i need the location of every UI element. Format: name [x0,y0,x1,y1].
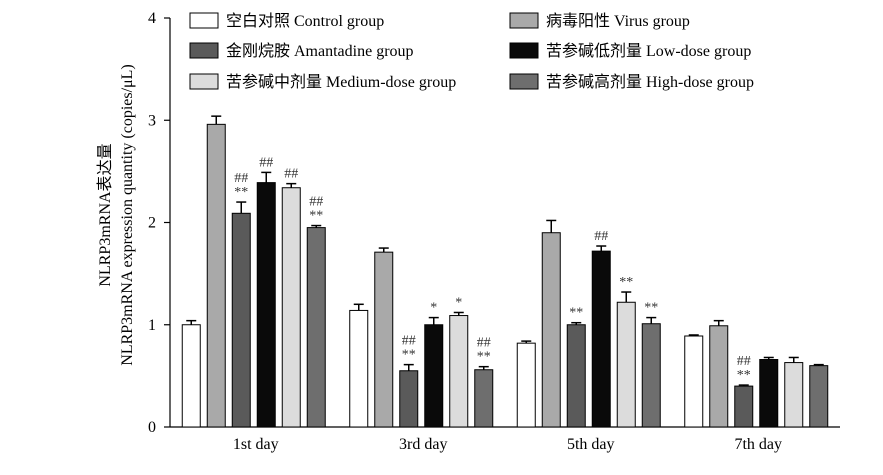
significance-marker: ** [477,350,491,365]
y-tick-label: 3 [148,112,156,129]
bar [684,335,704,428]
significance-marker: ## [284,167,298,182]
bar [759,359,779,428]
bar [474,369,494,428]
significance-marker: * [430,301,437,316]
x-tick-label: 5th day [567,436,615,453]
bar [256,182,276,428]
legend-swatch [509,42,539,59]
legend-swatch [509,73,539,90]
y-tick-label: 0 [148,419,156,436]
legend-label: 病毒阳性 Virus group [546,12,690,30]
significance-marker: ** [737,368,751,383]
x-tick-label: 7th day [734,436,782,453]
bar [566,324,586,428]
x-tick-label: 1st day [233,436,279,453]
x-tick-label: 3rd day [399,436,447,453]
bar [449,315,469,428]
legend-label: 苦参碱高剂量 High-dose group [546,73,754,91]
y-axis-title: NLRP3mRNA表达量 NLRP3mRNA expression quanti… [96,64,136,365]
bar [784,362,804,428]
legend-label: 苦参碱中剂量 Medium-dose group [226,73,456,91]
significance-marker: ** [619,275,633,290]
legend-swatch [189,73,219,90]
bar [616,301,636,428]
significance-marker: ** [569,306,583,321]
bar [591,250,611,428]
significance-marker: ## [402,334,416,349]
bar [306,227,326,428]
legend-swatch [509,12,539,29]
significance-marker: ## [259,155,273,170]
y-axis-title-en: NLRP3mRNA expression quantity (copies/μL… [119,64,136,365]
bar [516,342,536,428]
significance-marker: ** [644,301,658,316]
bar [349,309,369,428]
significance-marker: ** [234,185,248,200]
significance-marker: ** [402,348,416,363]
significance-marker: ** [309,209,323,224]
y-tick-label: 4 [148,10,156,27]
axes: 0 1 2 3 4 [148,10,840,436]
significance-marker: ## [234,171,248,186]
legend: 空白对照 Control group 病毒阳性 Virus group 金刚烷胺 A… [189,12,754,91]
legend-swatch [189,42,219,59]
legend-label: 空白对照 Control group [226,12,384,30]
legend-label: 金刚烷胺 Amantadine group [226,42,414,60]
bar [206,123,226,428]
bar [181,324,201,428]
bar [641,323,661,428]
bar [399,370,419,428]
bar [541,232,561,428]
bar [809,365,829,428]
significance-marker: ## [737,354,751,369]
significance-marker: * [455,295,462,310]
y-axis-title-cn: NLRP3mRNA表达量 [96,143,114,286]
bars: 1st day**######**##3rd day**##* ***##5th … [181,115,829,453]
bar [734,385,754,428]
significance-marker: ## [309,195,323,210]
significance-marker: ## [594,229,608,244]
significance-marker: ## [477,336,491,351]
bar [281,187,301,428]
y-tick-label: 1 [148,317,156,334]
bar [231,212,251,428]
legend-label: 苦参碱低剂量 Low-dose group [546,42,751,60]
legend-swatch [189,12,219,29]
y-tick-label: 2 [148,215,156,232]
bar [709,325,729,428]
bar [424,324,444,428]
bar [374,251,394,428]
